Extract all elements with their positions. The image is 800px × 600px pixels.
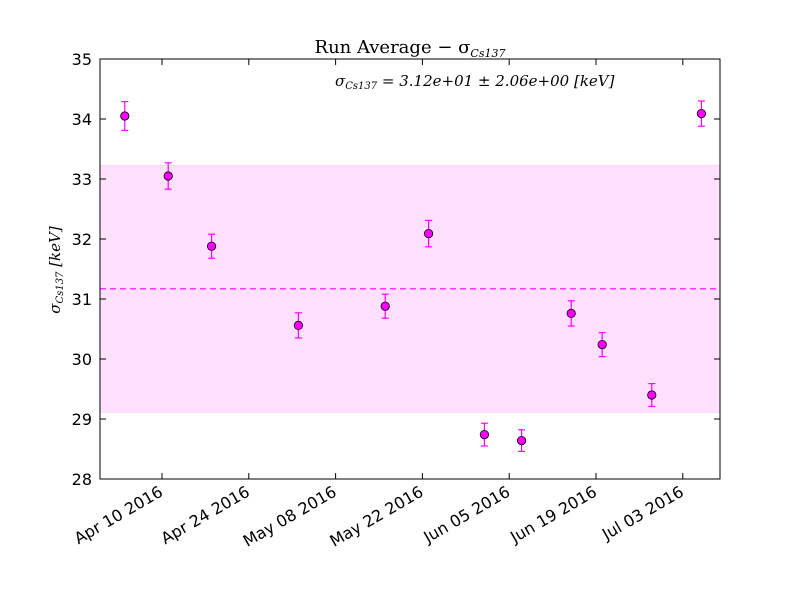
- data-point: [597, 339, 607, 350]
- y-tick-label: 28: [72, 470, 92, 489]
- y-tick-label: 32: [72, 230, 92, 249]
- data-point: [516, 435, 527, 446]
- data-point: [207, 241, 217, 251]
- data-point: [423, 229, 434, 239]
- x-tick-label: Jul 03 2016: [598, 482, 687, 544]
- x-tick-label: Jun 19 2016: [506, 482, 600, 547]
- plot-frame: [99, 58, 721, 480]
- data-point: [566, 308, 576, 318]
- sigma-annotation: σCs137 = 3.12e+01 ± 2.06e+00 [keV]: [335, 72, 615, 92]
- data-point: [647, 390, 657, 400]
- data-point: [163, 171, 173, 181]
- x-tick-label: May 22 2016: [327, 482, 427, 551]
- y-tick-label: 29: [72, 410, 92, 429]
- y-tick-label: 31: [72, 290, 92, 309]
- chart-title: Run Average − σCs137: [315, 37, 506, 60]
- x-tick-label: Jun 05 2016: [419, 482, 513, 547]
- data-point: [479, 429, 489, 440]
- data-point: [120, 111, 130, 121]
- y-tick-label: 35: [72, 50, 92, 69]
- data-point: [293, 320, 303, 330]
- y-tick-label: 34: [72, 110, 92, 129]
- x-tick-label: May 08 2016: [240, 482, 340, 551]
- y-tick-label: 33: [72, 170, 92, 189]
- x-tick-label: Apr 10 2016: [71, 482, 166, 548]
- data-point: [696, 109, 707, 119]
- y-axis-label: σCs137 [keV]: [46, 226, 66, 314]
- y-tick-label: 30: [72, 350, 92, 369]
- data-point: [380, 301, 390, 311]
- x-tick-label: Apr 24 2016: [158, 482, 253, 548]
